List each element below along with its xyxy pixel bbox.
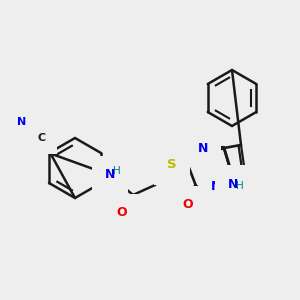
Text: N: N xyxy=(105,169,115,182)
Text: N: N xyxy=(228,178,238,190)
Text: N: N xyxy=(211,179,221,193)
Text: H: H xyxy=(113,166,121,176)
Text: S: S xyxy=(167,158,177,172)
Text: H: H xyxy=(236,181,244,191)
Text: O: O xyxy=(183,199,193,212)
Text: O: O xyxy=(117,206,127,220)
Text: N: N xyxy=(17,117,27,127)
Text: C: C xyxy=(38,133,46,143)
Text: N: N xyxy=(198,142,208,154)
